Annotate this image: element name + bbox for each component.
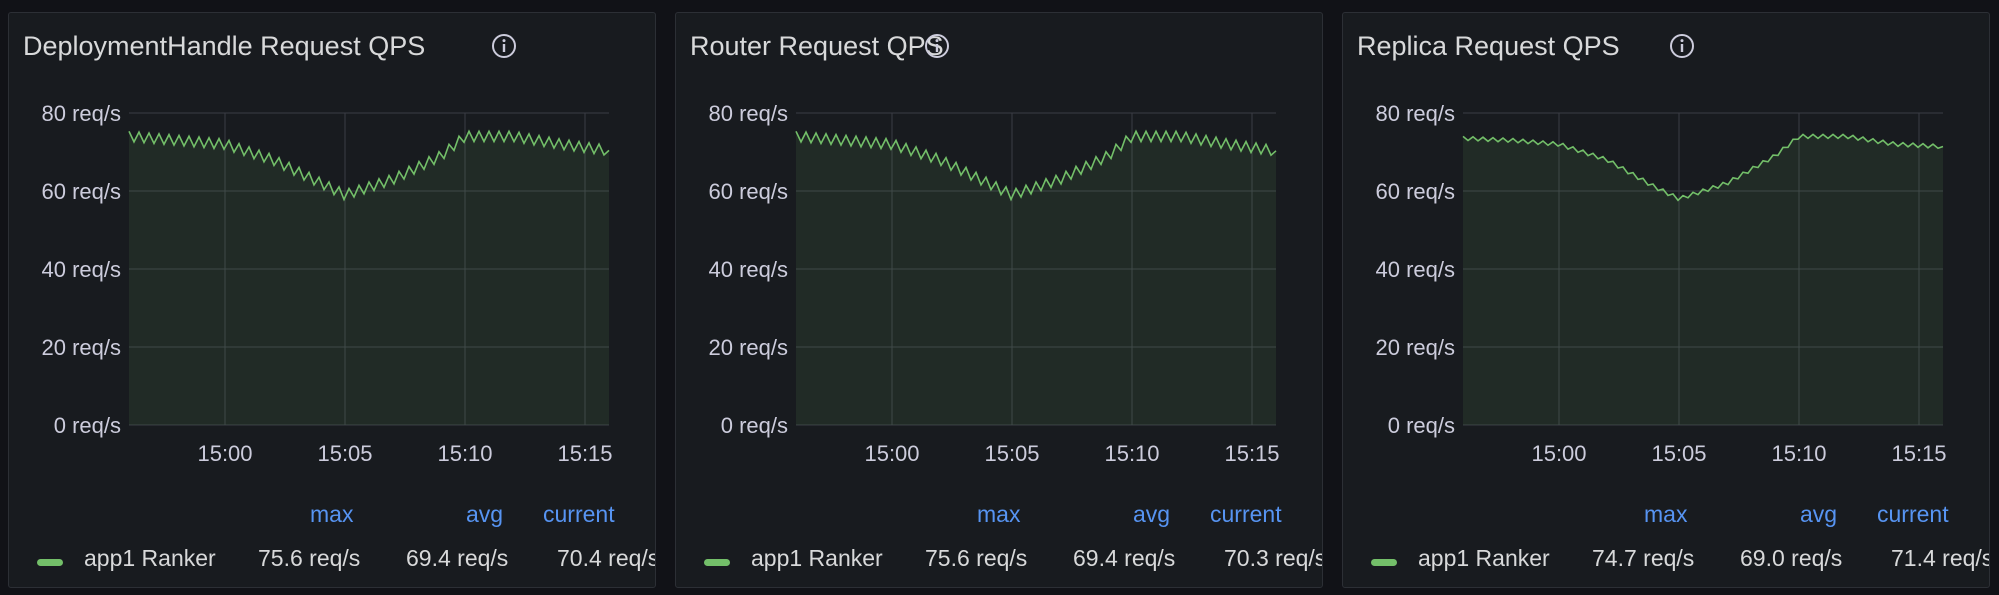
series-color-swatch[interactable] <box>37 559 63 566</box>
panel-replica-qps[interactable]: Replica Request QPS 0 req/s 20 req/s 40 re… <box>1342 12 1990 588</box>
legend-current-value: 71.4 req/s <box>1891 545 1990 571</box>
y-tick-label: 20 req/s <box>1376 335 1456 360</box>
panel-title[interactable]: DeploymentHandle Request QPS <box>23 31 426 61</box>
y-tick-label: 20 req/s <box>709 335 789 360</box>
legend-row[interactable]: app1 Ranker 75.6 req/s 69.4 req/s 70.3 r… <box>676 545 1322 577</box>
y-tick-label: 40 req/s <box>42 257 122 282</box>
chart-area: 0 req/s 20 req/s 40 req/s 60 req/s 80 req/s 1… <box>1376 101 1947 466</box>
series-area-fill <box>1463 134 1943 425</box>
legend-max-value: 75.6 req/s <box>258 545 361 571</box>
x-tick-label: 15:00 <box>197 441 252 466</box>
legend-max-value: 74.7 req/s <box>1592 545 1695 571</box>
legend-series-name[interactable]: app1 Ranker <box>1418 545 1550 571</box>
info-icon[interactable] <box>1669 33 1695 59</box>
x-tick-label: 15:00 <box>864 441 919 466</box>
series-area-fill <box>796 131 1276 426</box>
x-tick-label: 15:10 <box>1104 441 1159 466</box>
y-tick-label: 60 req/s <box>1376 179 1456 204</box>
x-tick-label: 15:15 <box>1891 441 1946 466</box>
legend-avg-value: 69.4 req/s <box>1073 545 1176 571</box>
x-tick-label: 15:00 <box>1531 441 1586 466</box>
legend-row[interactable]: app1 Ranker 75.6 req/s 69.4 req/s 70.4 r… <box>9 545 655 577</box>
legend-header-current[interactable]: current <box>1210 501 1282 527</box>
chart-area: 0 req/s 20 req/s 40 req/s 60 req/s 80 req/s 1… <box>42 101 613 466</box>
x-tick-label: 15:15 <box>557 441 612 466</box>
legend-header-avg[interactable]: avg <box>1133 501 1171 527</box>
x-tick-label: 15:10 <box>1771 441 1826 466</box>
y-tick-label: 40 req/s <box>709 257 789 282</box>
y-tick-label: 80 req/s <box>709 101 789 126</box>
legend-header-max[interactable]: max <box>310 501 354 527</box>
x-tick-label: 15:15 <box>1224 441 1279 466</box>
x-tick-label: 15:05 <box>984 441 1039 466</box>
x-tick-label: 15:05 <box>1651 441 1706 466</box>
y-tick-label: 80 req/s <box>1376 101 1456 126</box>
legend-series-name[interactable]: app1 Ranker <box>751 545 883 571</box>
legend-current-value: 70.4 req/s <box>557 545 656 571</box>
legend-header-avg[interactable]: avg <box>1800 501 1838 527</box>
legend-avg-value: 69.0 req/s <box>1740 545 1843 571</box>
legend-header-current[interactable]: current <box>1877 501 1949 527</box>
series-color-swatch[interactable] <box>704 559 730 566</box>
series-line <box>128 129 610 202</box>
legend-header-avg[interactable]: avg <box>466 501 504 527</box>
y-tick-label: 0 req/s <box>721 413 788 438</box>
y-tick-label: 60 req/s <box>42 179 122 204</box>
legend-series-name[interactable]: app1 Ranker <box>84 545 216 571</box>
legend-row[interactable]: app1 Ranker 74.7 req/s 69.0 req/s 71.4 r… <box>1343 545 1989 577</box>
x-tick-label: 15:05 <box>317 441 372 466</box>
legend-header-max[interactable]: max <box>977 501 1021 527</box>
series-line <box>1462 133 1944 202</box>
y-tick-label: 40 req/s <box>1376 257 1456 282</box>
series-area-fill <box>129 131 609 426</box>
panel-router-qps[interactable]: Router Request QPS 0 req/s 20 req/s 40 req… <box>675 12 1323 588</box>
chart-area: 0 req/s 20 req/s 40 req/s 60 req/s 80 req/s 1… <box>709 101 1280 466</box>
y-tick-label: 0 req/s <box>54 413 121 438</box>
y-tick-label: 60 req/s <box>709 179 789 204</box>
y-tick-label: 80 req/s <box>42 101 122 126</box>
legend-max-value: 75.6 req/s <box>925 545 1028 571</box>
series-color-swatch[interactable] <box>1371 559 1397 566</box>
legend-header-max[interactable]: max <box>1644 501 1688 527</box>
panel-title[interactable]: Replica Request QPS <box>1357 31 1620 61</box>
y-tick-label: 20 req/s <box>42 335 122 360</box>
series-line <box>795 129 1277 202</box>
legend-current-value: 70.3 req/s <box>1224 545 1323 571</box>
panel-title[interactable]: Router Request QPS <box>690 31 944 61</box>
x-tick-label: 15:10 <box>437 441 492 466</box>
info-icon[interactable] <box>491 33 517 59</box>
panel-deploymenthandle-qps[interactable]: DeploymentHandle Request QPS 0 req/s 20 r… <box>8 12 656 588</box>
legend-avg-value: 69.4 req/s <box>406 545 509 571</box>
y-tick-label: 0 req/s <box>1388 413 1455 438</box>
info-icon[interactable] <box>924 33 950 59</box>
legend-header-current[interactable]: current <box>543 501 615 527</box>
